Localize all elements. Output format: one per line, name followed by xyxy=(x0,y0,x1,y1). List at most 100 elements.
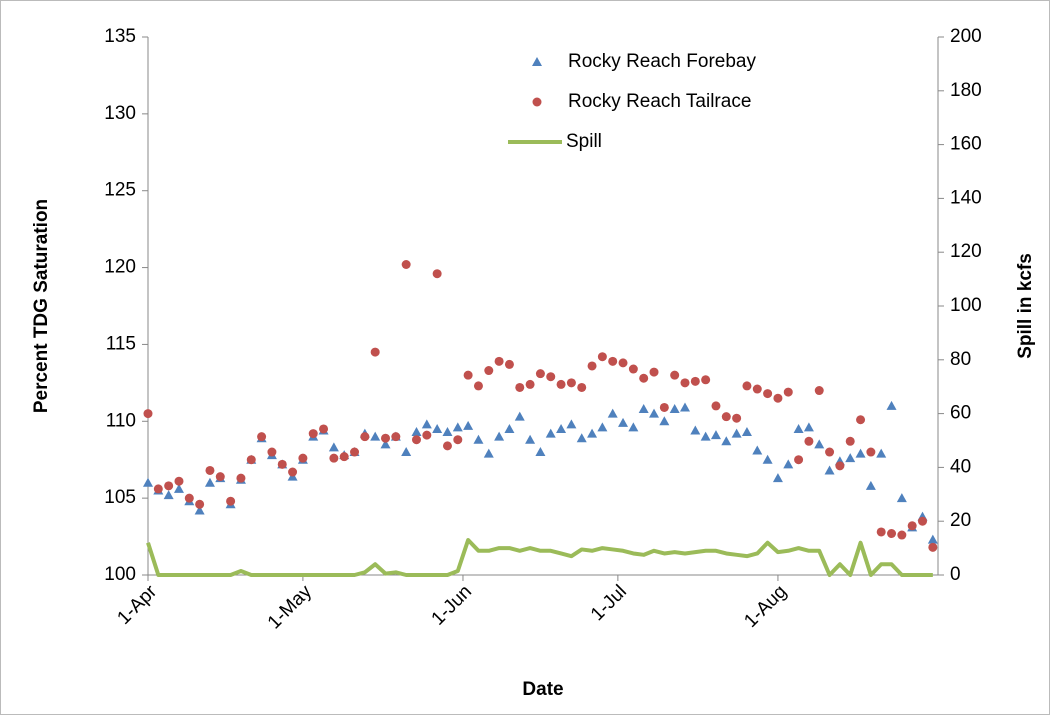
tailrace-point xyxy=(246,455,256,465)
tailrace-point xyxy=(546,372,556,382)
forebay-point xyxy=(525,434,536,444)
tailrace-point xyxy=(907,521,917,531)
forebay-point xyxy=(741,427,752,437)
tailrace-point xyxy=(608,356,618,366)
forebay-point xyxy=(194,505,205,515)
y2-tick-label: 180 xyxy=(950,80,982,101)
forebay-point xyxy=(659,416,670,426)
tailrace-point xyxy=(639,373,649,383)
forebay-point xyxy=(927,534,938,544)
tailrace-point xyxy=(876,527,886,537)
tailrace-point xyxy=(257,432,267,442)
tailrace-point xyxy=(370,347,380,357)
tailrace-point xyxy=(494,356,504,366)
y-axis-label: Percent TDG Saturation xyxy=(31,199,52,413)
tailrace-point xyxy=(525,379,535,389)
forebay-point xyxy=(452,422,463,432)
forebay-point xyxy=(679,402,690,412)
tailrace-point xyxy=(566,378,576,388)
forebay-point xyxy=(865,480,876,490)
forebay-point xyxy=(814,439,825,449)
tailrace-point xyxy=(277,459,287,469)
tailrace-point xyxy=(794,455,804,465)
forebay-point xyxy=(411,427,422,437)
tailrace-point xyxy=(928,542,938,552)
tailrace-point xyxy=(453,435,463,445)
legend-label: Rocky Reach Forebay xyxy=(568,51,756,72)
tailrace-point xyxy=(484,366,494,376)
tailrace-point xyxy=(329,453,339,463)
tailrace-point xyxy=(597,352,607,362)
y2-tick-label: 60 xyxy=(950,403,971,424)
tailrace-point xyxy=(422,430,432,440)
tailrace-point xyxy=(504,359,514,369)
tailrace-point xyxy=(556,379,566,389)
y2-tick-label: 100 xyxy=(950,295,982,316)
y2-tick-label: 120 xyxy=(950,241,982,262)
tailrace-point xyxy=(721,412,731,422)
y2-tick-label: 140 xyxy=(950,187,982,208)
y2-axis-label: Spill in kcfs xyxy=(1015,253,1036,359)
tailrace-point xyxy=(845,436,855,446)
tailrace-point xyxy=(174,476,184,486)
tailrace-point xyxy=(866,447,876,457)
tailrace-point xyxy=(711,401,721,411)
forebay-point xyxy=(504,423,515,433)
legend-label: Spill xyxy=(566,131,602,152)
tailrace-point xyxy=(360,432,370,442)
tailrace-point xyxy=(670,370,680,380)
tailrace-point xyxy=(381,433,391,443)
tailrace-point xyxy=(195,499,205,509)
tailrace-point xyxy=(659,402,669,412)
tailrace-point xyxy=(153,484,163,494)
forebay-point xyxy=(731,428,742,438)
forebay-point xyxy=(669,403,680,413)
forebay-point xyxy=(483,448,494,458)
tailrace-point xyxy=(411,435,421,445)
forebay-point xyxy=(421,419,432,429)
y2-tick-label: 20 xyxy=(950,510,971,531)
tailrace-point xyxy=(308,429,318,439)
tailrace-point xyxy=(887,528,897,538)
tailrace-point xyxy=(814,386,824,396)
y-tick-label: 130 xyxy=(104,103,136,124)
tailrace-point xyxy=(226,496,236,506)
forebay-point xyxy=(607,408,618,418)
tailrace-point xyxy=(267,447,277,457)
forebay-point xyxy=(772,473,783,483)
forebay-point xyxy=(173,483,184,493)
y-tick-label: 125 xyxy=(104,180,136,201)
forebay-point xyxy=(442,427,453,437)
forebay-point xyxy=(432,423,443,433)
forebay-point xyxy=(896,493,907,503)
legend-label: Rocky Reach Tailrace xyxy=(568,91,751,112)
y-tick-label: 115 xyxy=(106,333,136,354)
forebay-point xyxy=(628,422,639,432)
tailrace-point xyxy=(577,382,587,392)
forebay-point xyxy=(401,447,412,457)
forebay-point xyxy=(204,477,215,487)
tailrace-point xyxy=(897,530,907,540)
forebay-point xyxy=(545,428,556,438)
x-axis-label: Date xyxy=(522,679,563,700)
y-tick-label: 135 xyxy=(104,26,136,47)
tailrace-point xyxy=(732,413,742,423)
tailrace-point xyxy=(742,381,752,391)
forebay-point xyxy=(752,445,763,455)
forebay-point xyxy=(886,400,897,410)
forebay-point xyxy=(690,425,701,435)
forebay-point xyxy=(143,477,153,487)
forebay-point xyxy=(845,453,856,463)
forebay-point xyxy=(876,448,887,458)
y-tick-label: 110 xyxy=(106,410,136,431)
tailrace-point xyxy=(236,473,246,483)
tailrace-point xyxy=(319,424,329,434)
forebay-point xyxy=(163,490,174,500)
tailrace-point xyxy=(701,375,711,385)
spill-line xyxy=(146,538,933,577)
forebay-point xyxy=(556,423,567,433)
tailrace-point xyxy=(763,389,773,399)
forebay-point xyxy=(576,433,587,443)
forebay-point xyxy=(328,442,339,452)
